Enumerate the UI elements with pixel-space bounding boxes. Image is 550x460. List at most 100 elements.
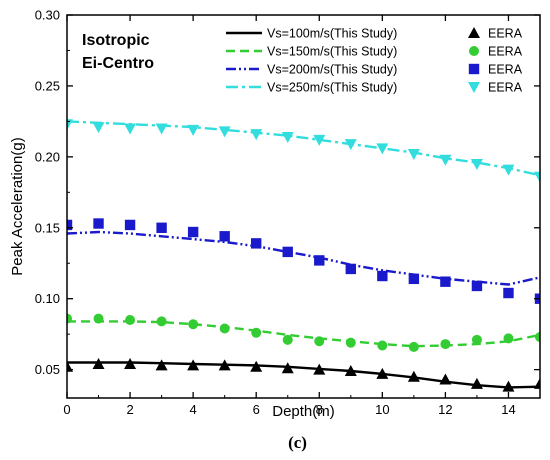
data-point-triangle-up [439,373,452,385]
data-point-square [219,231,230,242]
x-tick-label: 10 [375,402,389,417]
data-point-circle [503,333,514,344]
data-point-triangle-down [187,124,200,136]
series-line-2 [67,230,540,286]
data-point-square [314,255,325,266]
y-tick-label: 0.05 [35,362,60,377]
data-point-circle [125,314,136,325]
x-axis-title: Depth(m) [272,403,335,420]
y-tick-label: 0.30 [35,8,60,23]
annotation-material: Isotropic [82,32,150,49]
x-tick-label: 12 [438,402,452,417]
data-point-circle [377,340,388,351]
data-point-triangle-up [250,360,263,372]
data-point-square [282,246,293,258]
legend-label: Vs=250m/s(This Study) [267,81,397,95]
data-point-triangle-down [124,123,137,135]
data-point-circle [471,334,482,345]
legend-label: EERA [488,27,523,41]
y-tick-label: 0.15 [35,220,60,235]
data-point-circle [314,336,325,347]
data-point-triangle-down [470,158,483,170]
data-point-circle [219,323,230,334]
legend-label: EERA [488,45,523,59]
data-point-triangle-down [439,154,452,166]
legend-marker-swatch [469,46,479,56]
data-point-circle [440,339,451,350]
series-line-0 [67,361,540,389]
data-point-square [251,238,262,249]
data-point-triangle-down [92,122,105,134]
data-point-square [377,270,388,282]
legend-label: EERA [488,63,523,77]
data-point-triangle-up [155,359,168,371]
data-point-triangle-up [502,380,515,392]
data-point-triangle-up [124,357,137,369]
data-point-square [124,219,136,231]
data-point-square [471,280,483,292]
data-point-triangle-down [407,149,420,161]
data-point-triangle-down [313,134,326,146]
legend: Vs=100m/s(This Study) Vs=150m/s(This Stud… [226,27,523,95]
data-point-triangle-up [281,362,294,374]
data-point-triangle-up [218,359,231,371]
legend-label: Vs=150m/s(This Study) [267,45,397,59]
x-tick-label: 0 [63,402,70,417]
series-line-1 [67,320,540,348]
x-tick-label: 14 [501,402,515,417]
data-point-square [345,263,356,275]
legend-label: EERA [488,81,523,95]
data-point-triangle-down [155,123,168,135]
data-point-triangle-up [344,365,357,377]
data-point-circle [345,337,356,348]
data-point-triangle-up [470,377,483,389]
data-point-square [187,226,199,238]
data-point-triangle-down [502,164,515,176]
legend-marker-swatch [468,27,480,38]
x-tick-label: 8 [316,402,323,417]
annotation-earthquake: Ei-Centro [82,55,154,72]
data-point-triangle-down [534,171,540,183]
data-point-circle [251,327,262,338]
legend-label: Vs=200m/s(This Study) [267,63,397,77]
data-point-square [503,287,514,299]
data-point-triangle-up [187,359,200,371]
data-layer [67,119,540,392]
data-point-circle [67,313,72,324]
data-point-triangle-down [250,129,263,141]
x-tick-label: 4 [190,402,197,417]
data-point-triangle-down [281,131,294,143]
figure-caption: (c) [288,433,307,452]
y-tick-label: 0.25 [35,78,60,93]
data-point-triangle-down [67,119,73,131]
data-point-circle [188,319,199,330]
data-point-square [93,218,104,229]
data-point-circle [93,313,104,324]
data-point-triangle-up [376,367,389,379]
legend-marker-swatch [468,63,480,75]
data-point-triangle-down [344,139,357,151]
data-point-circle [535,332,540,343]
y-tick-label: 0.20 [35,149,60,164]
data-point-circle [408,341,419,352]
data-point-triangle-up [534,377,540,389]
y-axis-title: Peak Acceleration(g) [9,137,26,275]
y-tick-label: 0.10 [35,291,60,306]
data-point-triangle-down [376,143,389,155]
x-tick-label: 6 [253,402,260,417]
data-point-square [156,222,167,233]
data-point-triangle-up [407,370,420,382]
data-point-triangle-up [92,357,105,369]
data-point-circle [156,316,167,327]
data-point-square [440,276,451,287]
legend-marker-swatch [468,82,480,93]
data-point-circle [282,334,293,345]
data-point-triangle-up [313,363,326,375]
plot-frame [66,14,541,399]
data-point-square [408,273,420,285]
legend-label: Vs=100m/s(This Study) [267,27,397,41]
data-point-triangle-down [218,126,231,138]
series-line-3 [67,120,540,177]
data-point-square [67,219,73,231]
